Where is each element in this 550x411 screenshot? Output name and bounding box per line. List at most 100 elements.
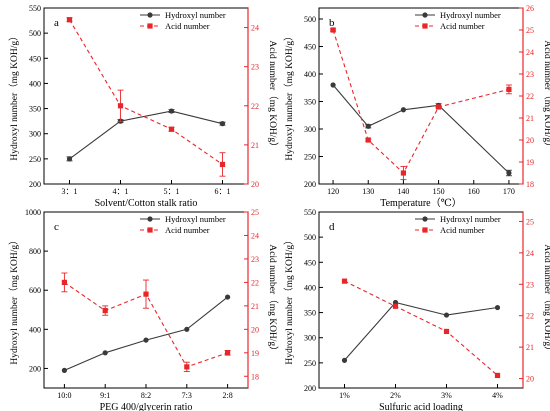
x-axis-title: Sulfuric acid loading xyxy=(379,402,463,411)
data-point-acid xyxy=(341,278,348,284)
y2-tick-label: 19 xyxy=(526,158,534,167)
panel-a: 200 250 300 350 400 450 500 550 20 21 22 23 24 3：1 4：1… xyxy=(8,4,279,209)
x-tick-label: 4：1 xyxy=(113,187,129,196)
data-point-acid xyxy=(506,86,512,92)
x-tick-label: 2% xyxy=(390,391,401,400)
data-point-hydroxyl xyxy=(143,337,149,343)
data-point-acid xyxy=(443,328,450,335)
y2-axis-title: Acid number（mg KOH/g） xyxy=(267,40,279,151)
y2-tick-label: 21 xyxy=(526,343,534,352)
x-axis-title: Temperature（℃） xyxy=(380,197,462,209)
y2-axis-title: Acid number（mg KOH/g） xyxy=(542,40,550,151)
y2-tick-label: 22 xyxy=(526,312,534,321)
y2-tick-label: 23 xyxy=(526,70,534,79)
y-tick-label: 300 xyxy=(304,125,316,134)
x-tick-label: 160 xyxy=(468,187,480,196)
x-tick-label: 1% xyxy=(339,391,350,400)
legend-marker xyxy=(147,227,153,233)
y2-tick-label: 22 xyxy=(526,92,534,101)
data-point-hydroxyl xyxy=(330,82,336,88)
legend-marker xyxy=(422,227,428,233)
y2-tick-label: 23 xyxy=(251,63,259,72)
y2-tick-label: 24 xyxy=(526,249,534,258)
data-point-acid xyxy=(168,126,175,132)
y2-tick-label: 22 xyxy=(251,278,259,287)
plot-frame xyxy=(43,7,249,185)
y2-tick-label: 23 xyxy=(251,255,259,264)
legend-label: Hydroxyl number xyxy=(440,214,501,224)
y2-tick-label: 24 xyxy=(251,231,259,240)
data-point-hydroxyl xyxy=(168,108,175,114)
y-tick-label: 550 xyxy=(304,208,316,217)
panel-letter: c xyxy=(54,221,59,233)
legend-marker xyxy=(422,12,428,18)
data-point-acid xyxy=(184,364,190,370)
legend-label: Hydroxyl number xyxy=(165,214,226,224)
x-axis-title: Solvent/Cotton stalk ratio xyxy=(95,198,198,209)
y-tick-label: 350 xyxy=(29,105,41,114)
y2-tick-label: 19 xyxy=(251,349,259,358)
data-point-acid xyxy=(494,372,501,379)
y-tick-label: 400 xyxy=(304,283,316,292)
data-point-hydroxyl xyxy=(219,121,226,127)
y2-tick-label: 24 xyxy=(251,24,259,33)
series-line-acid xyxy=(69,19,223,165)
y2-tick-label: 21 xyxy=(526,114,534,123)
y-tick-label: 450 xyxy=(304,43,316,52)
panel-letter: d xyxy=(329,221,335,233)
y2-tick-label: 20 xyxy=(251,180,259,189)
legend-label: Hydroxyl number xyxy=(165,10,226,20)
y-tick-label: 200 xyxy=(29,364,41,373)
x-tick-label: 7:3 xyxy=(182,391,192,400)
y2-tick-label: 22 xyxy=(251,102,259,111)
y2-tick-label: 18 xyxy=(251,372,259,381)
x-tick-label: 130 xyxy=(362,187,374,196)
y2-tick-label: 24 xyxy=(526,48,534,57)
data-point-acid xyxy=(392,303,399,309)
data-point-hydroxyl xyxy=(61,367,67,373)
x-tick-label: 9:1 xyxy=(100,391,110,400)
panel-letter: b xyxy=(329,17,335,29)
panel-b: 200 250 300 350 400 450 500 18 19 20 21 22 23 24 25 26 1… xyxy=(283,4,550,209)
legend-label: Acid number xyxy=(440,225,485,235)
x-tick-label: 3：1 xyxy=(62,187,78,196)
data-point-hydroxyl xyxy=(341,357,348,363)
data-point-acid xyxy=(330,27,336,33)
y-axis-title: Hydroxyl number（mg KOH/g） xyxy=(283,235,295,364)
plot-frame xyxy=(318,211,524,389)
y-tick-label: 500 xyxy=(29,29,41,38)
y-tick-label: 500 xyxy=(304,233,316,242)
y2-tick-label: 20 xyxy=(526,375,534,384)
x-tick-label: 150 xyxy=(433,187,445,196)
x-tick-label: 5：1 xyxy=(164,187,180,196)
x-tick-label: 6：1 xyxy=(215,187,231,196)
series-line-hydroxyl xyxy=(332,84,510,174)
data-point-hydroxyl xyxy=(494,304,501,311)
y2-tick-label: 21 xyxy=(251,141,259,150)
data-point-hydroxyl xyxy=(365,123,371,129)
data-point-acid xyxy=(365,137,371,143)
x-tick-label: 3% xyxy=(441,391,452,400)
x-tick-label: 2:8 xyxy=(222,391,232,400)
data-point-hydroxyl xyxy=(184,326,190,332)
y-axis-title: Hydroxyl number（mg KOH/g） xyxy=(8,235,20,364)
panel-letter: a xyxy=(54,17,59,29)
data-point-acid xyxy=(400,170,407,176)
y-tick-label: 200 xyxy=(304,384,316,393)
data-point-hydroxyl xyxy=(66,156,73,162)
data-point-acid xyxy=(117,103,124,109)
legend-marker xyxy=(147,23,153,29)
y2-tick-label: 18 xyxy=(526,180,534,189)
y2-tick-label: 23 xyxy=(526,280,534,289)
y2-tick-label: 25 xyxy=(251,208,259,217)
y-tick-label: 350 xyxy=(304,309,316,318)
legend-marker xyxy=(147,216,153,222)
data-point-acid xyxy=(102,307,108,314)
y-tick-label: 250 xyxy=(304,153,316,162)
panel-d: 200 250 300 350 400 450 500 550 20 21 22 23 24 25 1% 2%… xyxy=(283,208,550,411)
legend-marker xyxy=(422,23,428,29)
x-axis-title: PEG 400/glycerin ratio xyxy=(100,402,193,411)
x-tick-label: 10:0 xyxy=(57,391,71,400)
data-point-hydroxyl xyxy=(400,107,407,113)
y2-tick-label: 25 xyxy=(526,217,534,226)
